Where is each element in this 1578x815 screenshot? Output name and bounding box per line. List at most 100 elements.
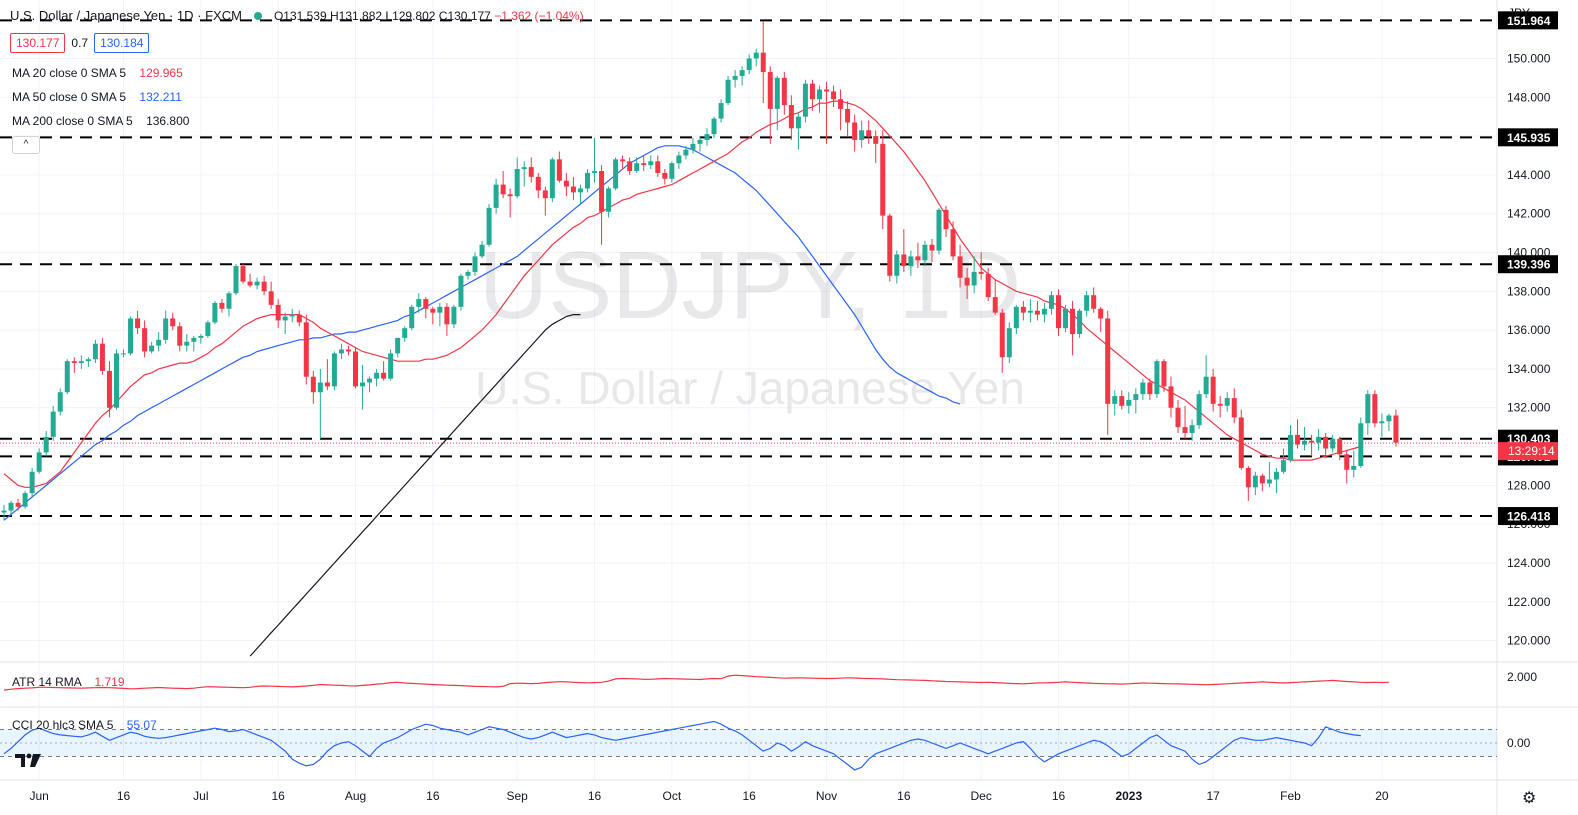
candle	[1316, 429, 1322, 451]
candle-body	[627, 161, 633, 171]
candle	[683, 145, 689, 160]
candle-body	[1154, 361, 1160, 395]
candle-body	[381, 372, 387, 379]
candle-body	[444, 306, 450, 325]
candle-body	[1203, 376, 1209, 395]
time-tick-label: 16	[117, 789, 131, 803]
candle	[507, 188, 513, 218]
candle-body	[528, 167, 534, 177]
candle-body	[1210, 376, 1216, 404]
candle	[409, 304, 415, 331]
candle-body	[317, 382, 323, 393]
currency-selector[interactable]: JPY	[1508, 6, 1531, 20]
candle-body	[690, 143, 696, 150]
candlesticks[interactable]	[1, 21, 1399, 521]
candle	[493, 178, 499, 214]
candle	[1105, 310, 1111, 435]
candle-body	[732, 75, 738, 80]
candle-body	[374, 372, 380, 379]
candle	[1006, 322, 1012, 364]
candle	[99, 337, 105, 375]
sell-price-button[interactable]: 130.177	[10, 33, 66, 53]
candle-body	[1280, 460, 1286, 472]
price-tick-label: 150.000	[1507, 51, 1551, 65]
candle	[1259, 473, 1265, 492]
candle	[1098, 306, 1104, 333]
ma50-line	[3, 145, 961, 521]
candle-body	[802, 83, 808, 117]
symbol-title[interactable]: U.S. Dollar / Japanese Yen · 1D · FXCM	[10, 8, 242, 23]
candle-body	[205, 322, 211, 336]
candle-body	[29, 471, 35, 494]
candle-body	[1034, 310, 1040, 315]
candle	[753, 48, 759, 67]
candle	[1372, 390, 1378, 428]
candle-body	[8, 502, 14, 511]
candle-body	[1013, 306, 1019, 329]
candle-body	[655, 161, 661, 173]
candle-body	[1020, 306, 1026, 313]
support-resistance-levels[interactable]	[0, 19, 1497, 518]
candle	[275, 299, 281, 329]
buy-price-button[interactable]: 130.184	[94, 33, 150, 53]
tradingview-logo-icon[interactable]	[14, 750, 42, 770]
candle-body	[345, 349, 351, 352]
legend-ma20[interactable]: MA 20 close 0 SMA 5 129.965	[12, 66, 183, 80]
candle	[1337, 436, 1343, 461]
candle-body	[1041, 308, 1047, 315]
candle	[296, 310, 302, 327]
legend-atr[interactable]: ATR 14 RMA 1.719	[12, 675, 125, 689]
candle-body	[816, 89, 822, 100]
time-tick-label: 16	[897, 789, 911, 803]
candle-body	[943, 209, 949, 230]
candle-body	[1344, 454, 1350, 470]
candle-body	[894, 254, 900, 276]
candle	[338, 343, 344, 360]
time-axis[interactable]: Jun 16 Jul 16 Aug 16 Sep 16 Oct 16 Nov 16 Dec 16 2023 1…	[29, 789, 1388, 803]
candle-body	[57, 392, 63, 412]
candle-body	[64, 361, 70, 393]
candle-body	[437, 306, 443, 313]
candle-body	[71, 361, 77, 364]
low-value: L129.802	[385, 8, 436, 23]
candle	[1084, 291, 1090, 317]
candle	[458, 273, 464, 311]
candle	[514, 157, 520, 199]
candle	[1266, 462, 1272, 488]
candle-body	[648, 161, 654, 166]
price-axis[interactable]: 120.000122.000124.000126.000128.000130.0…	[1498, 11, 1558, 750]
candle	[528, 157, 534, 183]
candle-body	[458, 275, 464, 307]
candle-body	[563, 180, 569, 187]
level-label-box	[1498, 11, 1558, 30]
candle-body	[641, 163, 647, 166]
level-label-box	[1498, 255, 1558, 274]
candle	[606, 186, 612, 218]
candle-body	[233, 266, 239, 294]
collapse-legend-button[interactable]: ^	[12, 136, 40, 154]
atr-label: ATR 14 RMA	[12, 675, 82, 689]
moving-averages	[3, 100, 1361, 657]
candle-body	[1105, 318, 1111, 404]
countdown-box	[1498, 442, 1558, 461]
candle	[1323, 432, 1329, 459]
candle	[894, 250, 900, 284]
candle	[198, 334, 204, 344]
candle-body	[121, 353, 127, 355]
candle-body	[507, 194, 513, 197]
candle	[29, 467, 35, 497]
candle-body	[177, 326, 183, 346]
settings-gear-icon[interactable]: ⚙	[1522, 790, 1537, 807]
candle-body	[1393, 415, 1399, 443]
legend-ma200[interactable]: MA 200 close 0 SMA 5 136.800	[12, 114, 189, 128]
candle	[163, 310, 169, 344]
candle-body	[486, 207, 492, 245]
legend-ma50[interactable]: MA 50 close 0 SMA 5 132.211	[12, 90, 182, 104]
candle	[240, 264, 246, 284]
candle	[1365, 390, 1371, 435]
candle	[1231, 388, 1237, 424]
candle	[563, 172, 569, 197]
candle	[57, 388, 63, 416]
legend-cci[interactable]: CCI 20 hlc3 SMA 5 55.07	[12, 718, 157, 732]
